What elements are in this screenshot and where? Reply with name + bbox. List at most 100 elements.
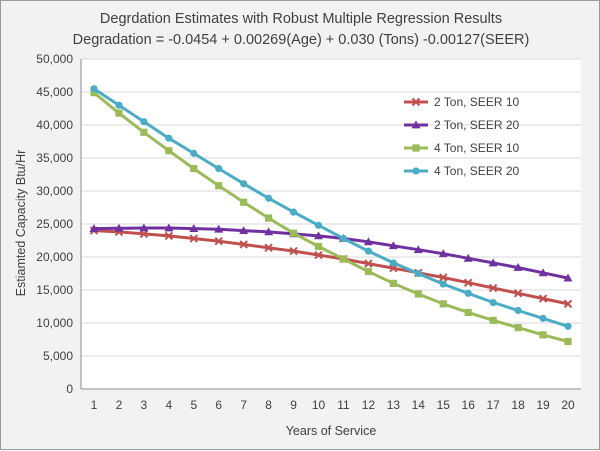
y-tick-label: 20,000 xyxy=(36,250,73,264)
data-point xyxy=(265,214,273,222)
data-point xyxy=(439,280,447,288)
data-point xyxy=(190,149,198,157)
data-point xyxy=(115,109,123,117)
data-point xyxy=(239,240,248,249)
series-line xyxy=(93,91,569,343)
data-point xyxy=(563,273,573,282)
data-point xyxy=(90,89,98,97)
x-tick-label: 5 xyxy=(190,398,197,412)
data-point xyxy=(314,231,324,240)
x-tick-label: 6 xyxy=(215,398,222,412)
data-point xyxy=(513,289,523,298)
data-point xyxy=(165,134,173,142)
x-tick-label: 7 xyxy=(240,398,247,412)
data-point xyxy=(439,300,447,308)
data-point xyxy=(239,226,249,234)
y-tick-label: 15,000 xyxy=(36,283,73,297)
x-tick-label: 1 xyxy=(91,398,98,412)
data-point xyxy=(539,331,547,339)
data-point xyxy=(264,227,274,236)
y-tick-label: 50,000 xyxy=(36,52,73,66)
series-3 xyxy=(90,89,572,346)
x-tick-label: 15 xyxy=(437,398,451,412)
data-point xyxy=(438,249,448,258)
data-point xyxy=(514,306,522,315)
x-tick-label: 10 xyxy=(312,398,326,412)
legend-item: 4 Ton, SEER 20 xyxy=(404,164,519,178)
series-line xyxy=(93,226,569,280)
chart-title: Degrdation Estimates with Robust Multipl… xyxy=(100,11,502,27)
data-point xyxy=(539,314,547,322)
data-point xyxy=(90,85,98,93)
x-tick-label: 14 xyxy=(412,398,426,412)
data-point xyxy=(538,268,548,277)
x-tick-label: 8 xyxy=(265,398,272,412)
series-4 xyxy=(90,85,572,330)
data-point xyxy=(413,245,423,254)
data-point xyxy=(165,147,173,155)
legend-label: 4 Ton, SEER 20 xyxy=(434,164,519,178)
legend-label: 4 Ton, SEER 10 xyxy=(434,141,519,155)
legend-marker xyxy=(412,144,420,152)
x-tick-label: 19 xyxy=(536,398,550,412)
series-line xyxy=(93,87,569,328)
data-point xyxy=(389,259,397,267)
data-point xyxy=(364,267,373,276)
data-point xyxy=(389,264,398,273)
data-point xyxy=(463,253,473,262)
data-point xyxy=(489,316,497,324)
data-point xyxy=(89,224,99,232)
data-point xyxy=(363,237,373,246)
legend-label: 2 Ton, SEER 10 xyxy=(434,95,519,109)
data-point xyxy=(464,308,472,317)
data-point xyxy=(190,164,198,173)
x-tick-label: 20 xyxy=(561,398,575,412)
data-point xyxy=(489,298,497,307)
data-point xyxy=(538,294,548,303)
data-point xyxy=(289,208,298,216)
data-point xyxy=(139,223,149,232)
data-point xyxy=(164,223,174,232)
data-point xyxy=(488,258,498,267)
x-tick-label: 17 xyxy=(486,398,500,412)
data-point xyxy=(189,234,198,243)
data-point xyxy=(514,324,522,332)
series-line xyxy=(93,229,569,306)
data-point xyxy=(114,223,124,232)
x-tick-label: 11 xyxy=(337,398,350,412)
y-tick-label: 10,000 xyxy=(36,316,73,330)
data-point xyxy=(464,289,472,297)
data-point xyxy=(389,279,397,287)
x-tick-label: 13 xyxy=(387,398,401,412)
data-point xyxy=(513,263,523,271)
x-tick-label: 12 xyxy=(362,398,376,412)
data-point xyxy=(140,128,148,136)
data-point xyxy=(314,242,323,251)
data-point xyxy=(289,246,298,256)
data-point xyxy=(564,322,572,330)
y-tick-label: 40,000 xyxy=(36,118,73,132)
y-tick-label: 45,000 xyxy=(36,85,73,99)
x-tick-label: 16 xyxy=(462,398,476,412)
data-point xyxy=(364,259,373,268)
data-point xyxy=(339,255,348,263)
data-point xyxy=(289,229,298,237)
data-point xyxy=(240,198,248,206)
data-point xyxy=(140,118,148,126)
legend-item: 2 Ton, SEER 10 xyxy=(404,95,519,109)
y-tick-label: 35,000 xyxy=(36,151,73,165)
y-tick-label: 5,000 xyxy=(43,349,73,363)
data-point xyxy=(388,241,398,250)
data-point xyxy=(189,224,199,232)
x-tick-label: 3 xyxy=(141,398,148,412)
data-point xyxy=(414,269,422,278)
data-point xyxy=(314,221,323,229)
y-tick-label: 25,000 xyxy=(36,217,73,231)
x-tick-label: 18 xyxy=(511,398,525,412)
data-point xyxy=(215,182,223,190)
x-tick-label: 2 xyxy=(116,398,123,412)
legend-label: 2 Ton, SEER 20 xyxy=(434,118,519,132)
y-axis-title: Estiamted Capacity Btu/Hr xyxy=(14,150,28,297)
series-2 xyxy=(89,223,573,282)
